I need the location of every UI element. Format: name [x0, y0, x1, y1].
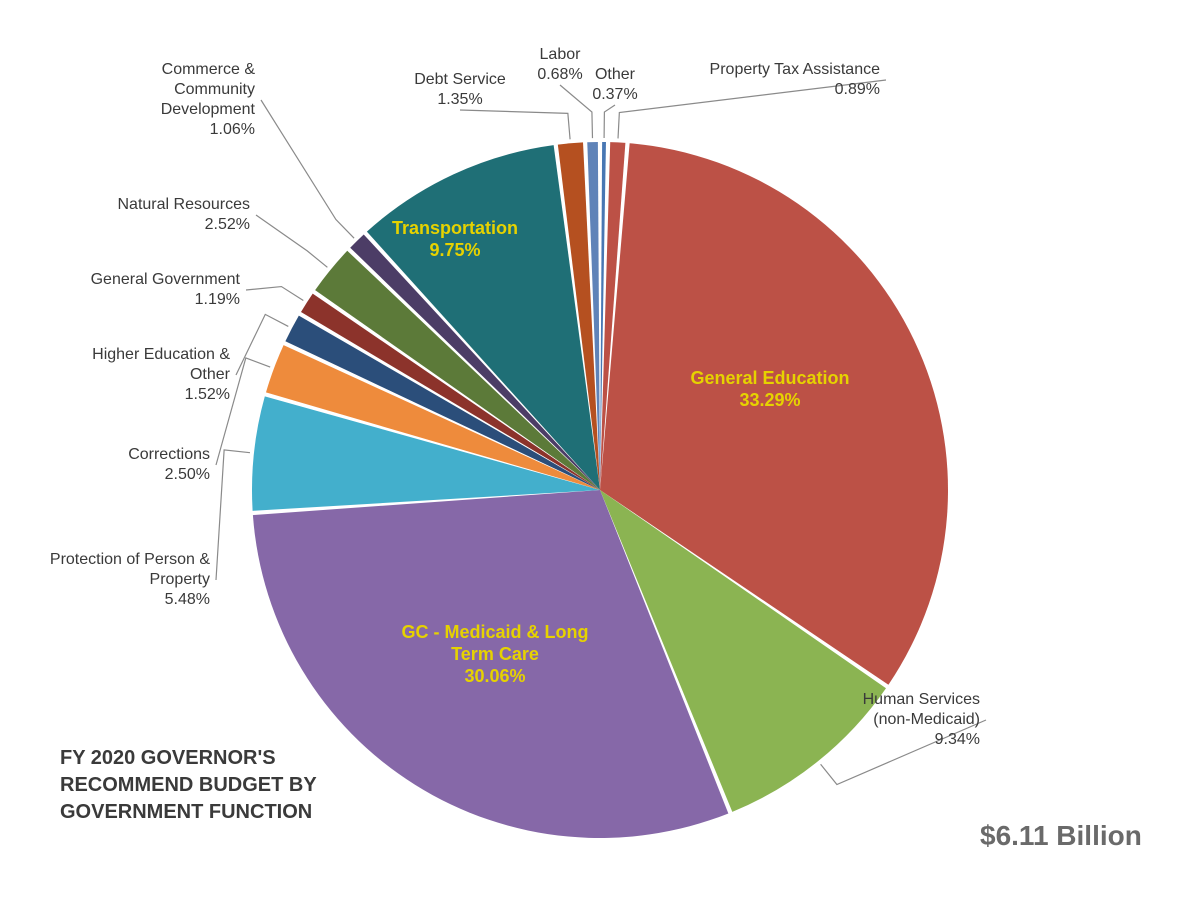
slice-external-label: Human Services (non-Medicaid) 9.34%: [863, 690, 980, 750]
leader-line: [604, 105, 615, 138]
slice-external-label: Higher Education & Other 1.52%: [92, 345, 230, 405]
slice-external-label: Commerce & Community Development 1.06%: [161, 60, 255, 140]
slice-internal-label: 30.06%: [464, 666, 525, 686]
leader-line: [256, 215, 327, 267]
leader-line: [460, 110, 570, 139]
slice-internal-label: Term Care: [451, 644, 539, 664]
leader-line: [560, 85, 592, 138]
slice-external-label: Protection of Person & Property 5.48%: [50, 550, 210, 610]
slice-internal-label: 33.29%: [739, 390, 800, 410]
slice-external-label: Natural Resources 2.52%: [118, 195, 251, 235]
slice-external-label: General Government 1.19%: [91, 270, 240, 310]
slice-external-label: Other 0.37%: [592, 65, 637, 105]
slice-external-label: Property Tax Assistance 0.89%: [710, 60, 880, 100]
slice-external-label: Labor 0.68%: [537, 45, 582, 85]
leader-line: [261, 100, 354, 238]
slice-internal-label: Transportation: [392, 218, 518, 238]
chart-title: FY 2020 GOVERNOR'S RECOMMEND BUDGET BY G…: [60, 745, 317, 826]
leader-line: [216, 450, 250, 580]
pie-chart: General Education33.29% GC - Medicaid & L…: [0, 0, 1200, 903]
slice-internal-label: 9.75%: [429, 240, 480, 260]
slice-external-label: Corrections 2.50%: [128, 445, 210, 485]
slice-internal-label: GC - Medicaid & Long: [402, 622, 589, 642]
slice-external-label: Debt Service 1.35%: [414, 70, 506, 110]
chart-total: $6.11 Billion: [980, 820, 1142, 852]
slice-internal-label: General Education: [690, 368, 849, 388]
leader-line: [246, 287, 303, 301]
